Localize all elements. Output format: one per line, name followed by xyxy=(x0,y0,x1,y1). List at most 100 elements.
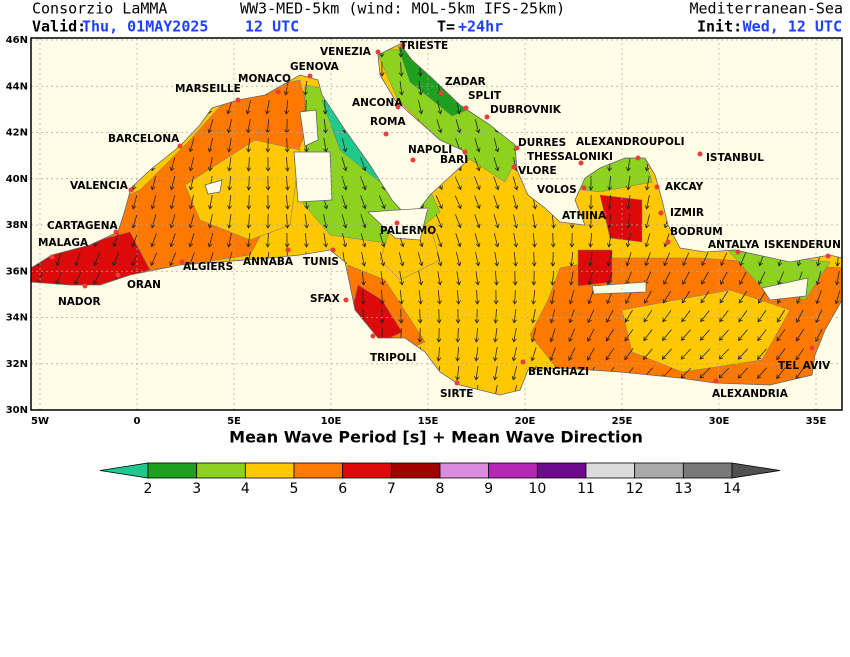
wave-arrow xyxy=(456,271,461,286)
city-dot xyxy=(343,297,349,303)
wave-arrow xyxy=(188,138,195,153)
city-label: ANCONA xyxy=(352,97,403,109)
wave-arrow xyxy=(549,328,556,343)
wave-arrow xyxy=(437,271,443,286)
wave-arrow xyxy=(700,290,710,304)
wave-arrow xyxy=(455,346,461,362)
wave-arrow xyxy=(475,252,481,267)
wave-arrow xyxy=(188,157,194,172)
wave-arrow xyxy=(644,252,651,267)
colorbar-label: 13 xyxy=(674,481,692,497)
city-dot xyxy=(658,210,664,216)
wave-arrow xyxy=(360,289,366,305)
lon-tick-label: 15E xyxy=(418,416,439,427)
colorbar-label: 9 xyxy=(484,481,493,497)
wave-arrow xyxy=(246,175,252,191)
wave-arrow xyxy=(815,271,822,286)
lon-tick-label: 10E xyxy=(321,416,342,427)
wave-arrow xyxy=(758,271,766,286)
wave-arrow xyxy=(492,366,498,381)
valid-time: 12 UTC xyxy=(245,18,299,36)
colorbar-box xyxy=(488,462,538,479)
wave-arrow xyxy=(644,214,650,229)
wave-arrow xyxy=(720,271,728,285)
wave-arrow xyxy=(226,119,232,134)
lon-tick-label: 20E xyxy=(515,416,536,427)
wave-arrow xyxy=(643,309,653,323)
lon-tick-label: 5W xyxy=(31,416,49,427)
wave-arrow xyxy=(549,290,555,305)
wave-arrow xyxy=(455,119,462,134)
city-dot xyxy=(113,229,119,235)
wave-arrow xyxy=(587,309,595,324)
wave-arrow xyxy=(625,214,631,229)
city-dot xyxy=(400,42,406,48)
wave-arrow xyxy=(757,309,767,323)
wave-arrow xyxy=(644,290,652,304)
wave-arrow xyxy=(227,175,233,191)
wave-arrow xyxy=(436,233,443,248)
wave-arrow xyxy=(93,271,101,286)
city-dot xyxy=(49,254,55,260)
wave-arrow xyxy=(131,195,138,210)
city-label: ANNABA xyxy=(243,256,294,268)
wave-arrow xyxy=(474,176,481,191)
wave-arrow xyxy=(607,213,612,229)
colorbar-box xyxy=(536,462,587,479)
city-label: GENOVA xyxy=(290,61,340,73)
wave-arrow xyxy=(379,61,385,77)
wave-arrow xyxy=(682,252,690,267)
wave-arrow xyxy=(626,157,631,172)
wave-arrow xyxy=(493,289,499,305)
wave-arrow xyxy=(283,81,289,96)
lat-tick-label: 38N xyxy=(6,220,28,231)
wave-arrow xyxy=(492,385,498,395)
wave-arrow xyxy=(379,233,386,248)
wave-arrow xyxy=(607,233,612,248)
city-label: BARI xyxy=(440,154,468,166)
city-dot xyxy=(511,164,517,170)
city-dot xyxy=(330,247,336,253)
wave-arrow xyxy=(207,119,214,134)
wave-arrow xyxy=(701,271,709,285)
wave-arrow xyxy=(474,366,479,381)
wave-arrow xyxy=(417,308,423,324)
city-dot xyxy=(235,97,241,103)
wave-arrow xyxy=(284,118,290,134)
wave-arrow xyxy=(436,252,443,267)
wave-arrow xyxy=(493,195,500,210)
wave-arrow xyxy=(513,233,519,248)
city-dot xyxy=(462,149,468,155)
wave-arrow xyxy=(511,347,517,362)
wave-arrow xyxy=(550,232,556,248)
wave-arrow xyxy=(494,252,499,267)
wave-arrow xyxy=(530,309,536,324)
wave-arrow xyxy=(418,289,423,305)
wave-arrow xyxy=(662,290,672,304)
wave-arrow xyxy=(493,270,499,286)
city-dot xyxy=(665,239,671,245)
wave-arrow xyxy=(150,252,158,267)
wave-arrow xyxy=(455,365,461,381)
wave-arrow xyxy=(284,175,290,191)
city-dot xyxy=(735,249,741,255)
wave-arrow xyxy=(663,252,671,267)
city-dot xyxy=(713,378,719,384)
wave-arrow xyxy=(131,233,138,248)
wave-arrow xyxy=(207,233,214,248)
lat-tick-label: 36N xyxy=(6,266,28,277)
source: Consorzio LaMMA xyxy=(32,0,167,18)
city-label: ATHINA xyxy=(562,210,607,222)
wave-arrow xyxy=(550,251,556,267)
wave-arrow xyxy=(188,195,194,210)
city-label: AKCAY xyxy=(665,181,704,193)
wave-arrow xyxy=(360,214,367,229)
lon-tick-label: 30E xyxy=(709,416,730,427)
wave-arrow xyxy=(588,194,594,210)
wave-arrow xyxy=(550,270,556,286)
wave-arrow xyxy=(265,232,271,248)
wave-arrow xyxy=(776,329,786,342)
colorbar-label: 10 xyxy=(528,481,546,497)
wave-arrow xyxy=(720,252,728,267)
